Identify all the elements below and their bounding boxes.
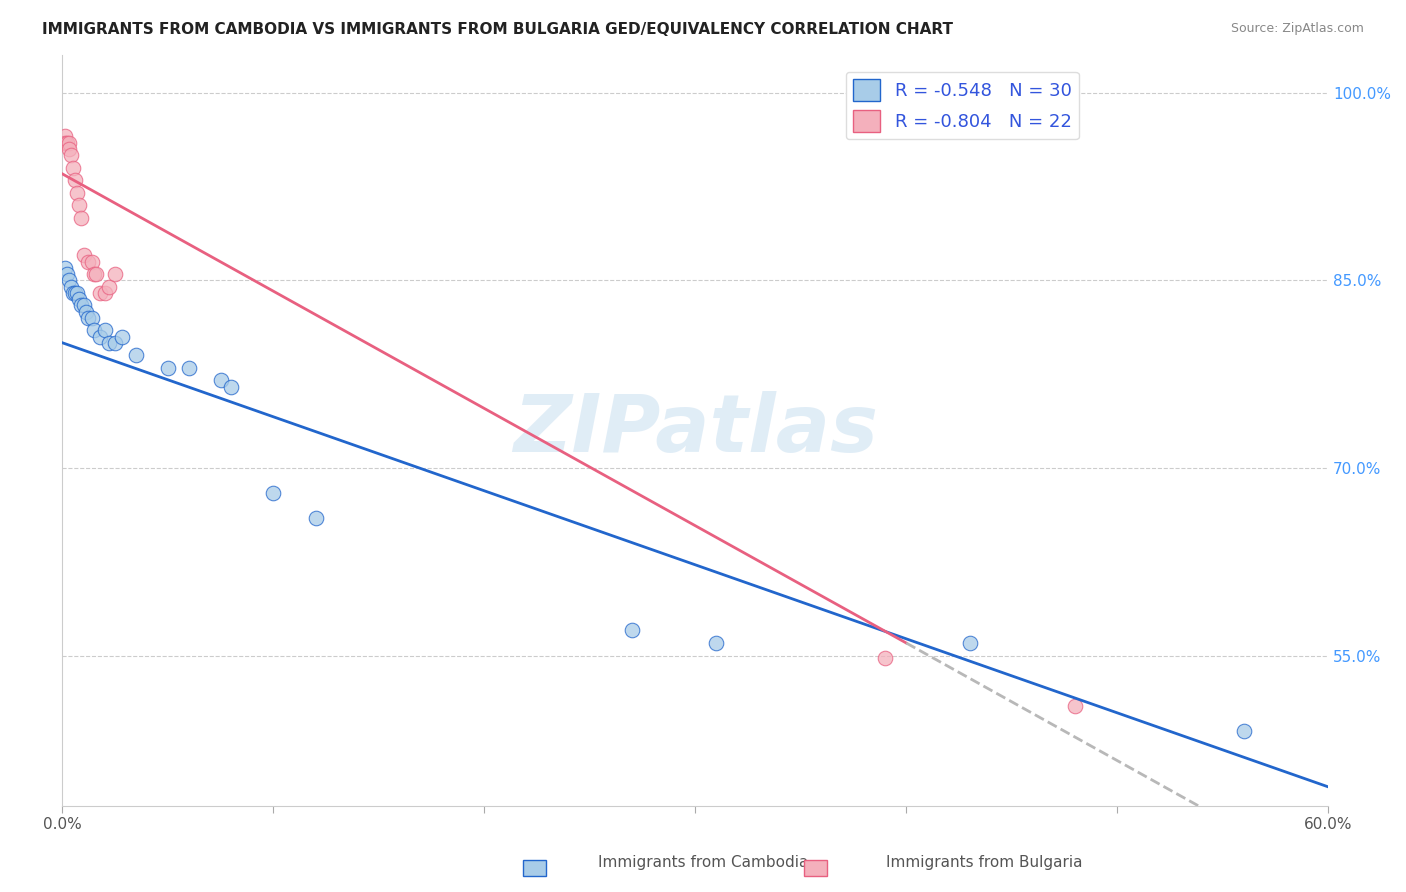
Point <box>62 161 84 175</box>
Point <box>706 636 728 650</box>
Point <box>262 486 284 500</box>
Point <box>125 348 148 362</box>
Point <box>110 329 132 343</box>
Point <box>89 329 111 343</box>
Point <box>104 335 127 350</box>
Point <box>1233 723 1256 738</box>
Point <box>84 267 107 281</box>
Point <box>93 323 115 337</box>
Point <box>80 310 103 325</box>
Point <box>58 273 80 287</box>
Text: Immigrants from Bulgaria: Immigrants from Bulgaria <box>886 855 1083 870</box>
Point <box>104 267 127 281</box>
Point <box>55 267 77 281</box>
Point <box>83 323 105 337</box>
Point <box>66 285 89 300</box>
Point <box>177 360 200 375</box>
Text: ZIPatlas: ZIPatlas <box>513 392 877 469</box>
Point <box>59 148 82 162</box>
Point <box>76 254 98 268</box>
Point <box>70 298 93 312</box>
Point <box>89 285 111 300</box>
Point <box>875 651 897 665</box>
Point <box>58 142 80 156</box>
Text: IMMIGRANTS FROM CAMBODIA VS IMMIGRANTS FROM BULGARIA GED/EQUIVALENCY CORRELATION: IMMIGRANTS FROM CAMBODIA VS IMMIGRANTS F… <box>42 22 953 37</box>
Point <box>76 310 98 325</box>
Point <box>63 285 86 300</box>
Point <box>53 260 76 275</box>
Point <box>67 198 90 212</box>
Point <box>304 511 326 525</box>
Point <box>75 304 97 318</box>
Point <box>53 129 76 144</box>
Point <box>97 279 120 293</box>
Point <box>67 292 90 306</box>
Point <box>53 136 76 150</box>
Point <box>66 186 89 200</box>
Point <box>63 173 86 187</box>
Point <box>72 248 94 262</box>
Point <box>62 285 84 300</box>
Point <box>70 211 93 225</box>
Point <box>93 285 115 300</box>
Point <box>55 136 77 150</box>
Text: Source: ZipAtlas.com: Source: ZipAtlas.com <box>1230 22 1364 36</box>
Point <box>58 136 80 150</box>
Point <box>1064 698 1087 713</box>
Point <box>59 279 82 293</box>
Point <box>97 335 120 350</box>
Point <box>72 298 94 312</box>
Point <box>83 267 105 281</box>
Point <box>959 636 981 650</box>
Point <box>156 360 179 375</box>
Legend: R = -0.548   N = 30, R = -0.804   N = 22: R = -0.548 N = 30, R = -0.804 N = 22 <box>846 71 1078 139</box>
Text: Immigrants from Cambodia: Immigrants from Cambodia <box>598 855 808 870</box>
Point <box>219 379 242 393</box>
Point <box>80 254 103 268</box>
Point <box>621 624 644 638</box>
Point <box>209 373 232 387</box>
